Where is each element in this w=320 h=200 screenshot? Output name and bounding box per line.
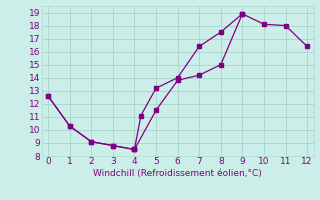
X-axis label: Windchill (Refroidissement éolien,°C): Windchill (Refroidissement éolien,°C) xyxy=(93,169,262,178)
